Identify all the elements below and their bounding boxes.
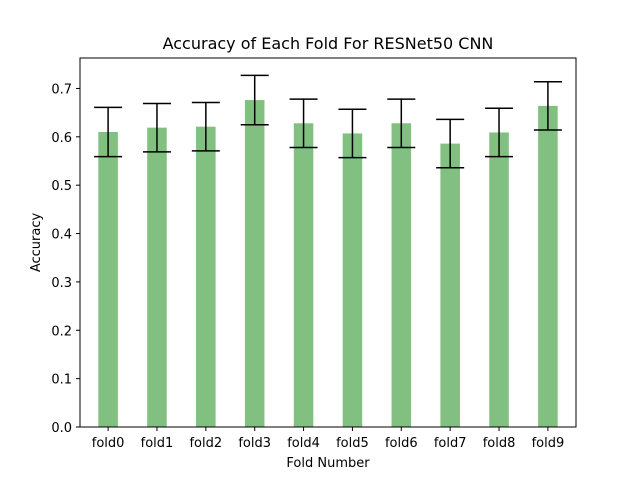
bar-fold2 [196,126,216,428]
x-tick-label: fold9 [532,436,565,451]
bar-fold5 [342,133,363,427]
x-tick-label: fold0 [92,436,125,451]
x-tick-label: fold4 [287,436,320,451]
y-tick-label: 0.7 [51,82,72,97]
x-axis-ticks: fold0 fold1 fold2 fold3 fold4 fold5 fold6 fold7… [92,427,564,451]
bar-fold4 [293,123,314,428]
bar-fold9 [538,105,558,427]
bar-fold1 [147,127,167,427]
x-tick-label: fold3 [238,436,271,451]
bar-fold6 [391,123,412,428]
bar-fold3 [244,100,265,427]
x-tick-label: fold8 [483,436,516,451]
y-tick-label: 0.2 [51,324,72,339]
x-tick-label: fold7 [434,436,467,451]
x-tick-label: fold1 [141,436,174,451]
y-tick-label: 0.0 [51,421,72,436]
x-tick-label: fold5 [336,436,369,451]
bar-fold8 [489,132,509,428]
x-tick-label: fold6 [385,436,418,451]
bar-fold0 [98,131,118,427]
x-tick-label: fold2 [189,436,222,451]
y-tick-label: 0.3 [51,276,72,291]
bars-layer [98,100,558,428]
y-tick-label: 0.1 [51,373,72,388]
x-axis-title: Fold Number [286,456,370,471]
bar-fold7 [440,143,460,427]
y-axis-ticks: 0.0 0.1 0.2 0.3 0.4 0.5 0.6 0.7 [51,82,80,436]
chart-title: Accuracy of Each Fold For RESNet50 CNN [163,34,494,53]
y-tick-label: 0.6 [51,131,72,146]
y-tick-label: 0.5 [51,179,72,194]
y-axis-title: Accuracy [29,213,44,273]
y-tick-label: 0.4 [51,228,72,243]
plot-area-frame [79,57,577,428]
errorbars-layer [94,74,562,169]
